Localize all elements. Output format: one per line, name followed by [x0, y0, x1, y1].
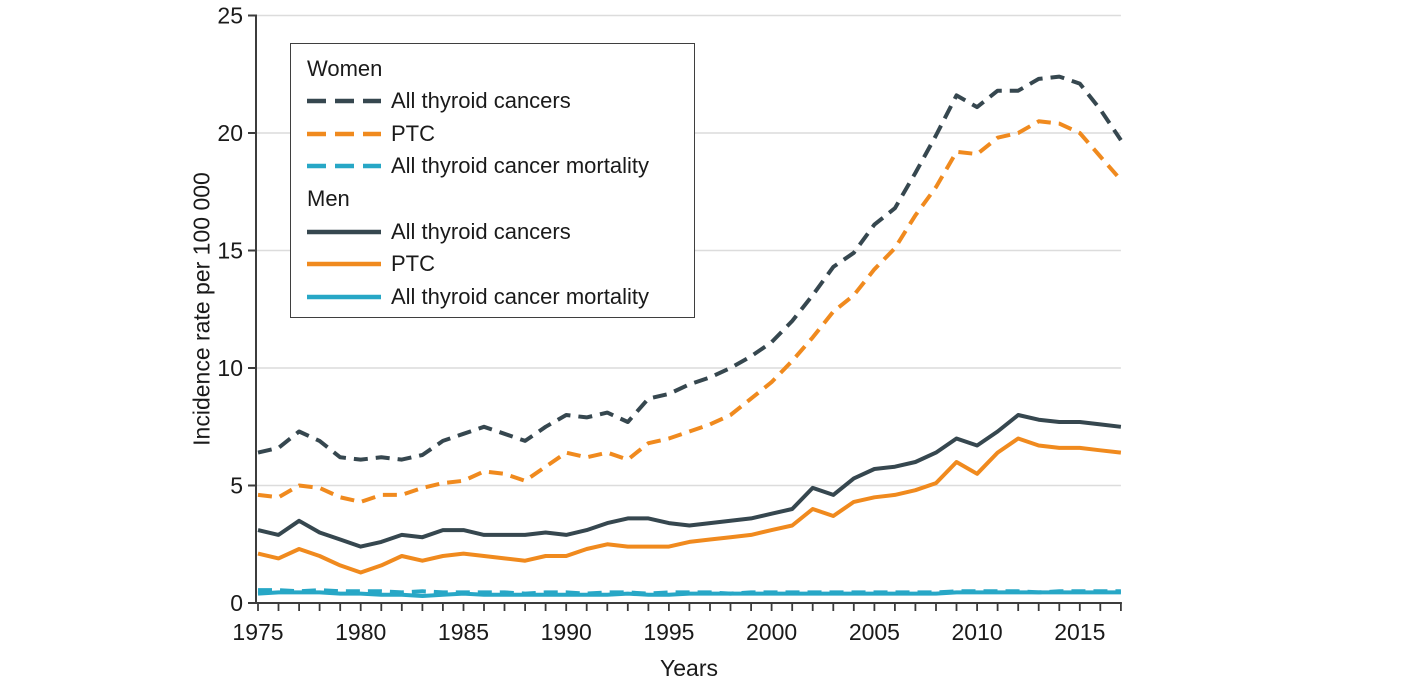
y-tick-label-20: 20 — [217, 120, 243, 146]
x-tick-label-1990: 1990 — [541, 619, 592, 645]
series-line-men_all — [257, 413, 1122, 549]
series-line-men_ptc — [257, 436, 1122, 575]
legend-swatch-women-all-dashed-line-icon — [307, 99, 381, 104]
legend-item-women-mortality: All thyroid cancer mortality — [307, 150, 694, 183]
legend-item-men-ptc: PTC — [307, 248, 694, 281]
legend-item-women-all-thyroid-cancers: All thyroid cancers — [307, 85, 694, 118]
y-axis-title: Incidence rate per 100 000 — [188, 172, 215, 446]
legend-swatch-women-ptc-dashed-line-icon — [307, 131, 381, 136]
legend-label-men-all: All thyroid cancers — [391, 218, 571, 244]
legend-swatch-women-mortality-dashed-line-icon — [307, 164, 381, 169]
x-tick-label-2015: 2015 — [1054, 619, 1105, 645]
x-tick-label-2000: 2000 — [746, 619, 797, 645]
x-tick-label-1975: 1975 — [232, 619, 283, 645]
legend-label-women-ptc: PTC — [391, 120, 435, 146]
x-tick-label-1995: 1995 — [643, 619, 694, 645]
y-tick-label-15: 15 — [217, 238, 243, 264]
series-line-men_mortality — [257, 590, 1121, 598]
legend-item-men-all-thyroid-cancers: All thyroid cancers — [307, 216, 694, 249]
legend-label-men-ptc: PTC — [391, 251, 435, 277]
x-tick-label-1985: 1985 — [438, 619, 489, 645]
legend-swatch-men-all-solid-line-icon — [307, 229, 381, 234]
series-line-women_all — [257, 74, 1123, 462]
y-tick-label-0: 0 — [230, 590, 243, 616]
legend-label-men-mortality: All thyroid cancer mortality — [391, 283, 649, 309]
legend-label-women-all: All thyroid cancers — [391, 88, 571, 114]
legend-label-women-mortality: All thyroid cancer mortality — [391, 153, 649, 179]
series-line-women_ptc — [257, 119, 1123, 504]
legend-box: Women All thyroid cancers PTC All thyroi… — [290, 43, 695, 318]
legend-item-women-ptc: PTC — [307, 118, 694, 151]
legend-swatch-men-mortality-solid-line-icon — [307, 294, 381, 299]
x-tick-label-1980: 1980 — [335, 619, 386, 645]
x-axis-title: Years — [660, 655, 718, 681]
y-tick-label-5: 5 — [230, 473, 243, 499]
legend-group-header-men: Men — [307, 186, 350, 211]
y-tick-label-25: 25 — [217, 3, 243, 29]
legend-item-men-mortality: All thyroid cancer mortality — [307, 281, 694, 314]
x-tick-label-2010: 2010 — [952, 619, 1003, 645]
legend-group-header-women: Women — [307, 55, 383, 81]
y-tick-label-10: 10 — [217, 355, 243, 381]
x-tick-label-2005: 2005 — [849, 619, 900, 645]
legend-swatch-men-ptc-solid-line-icon — [307, 262, 381, 267]
